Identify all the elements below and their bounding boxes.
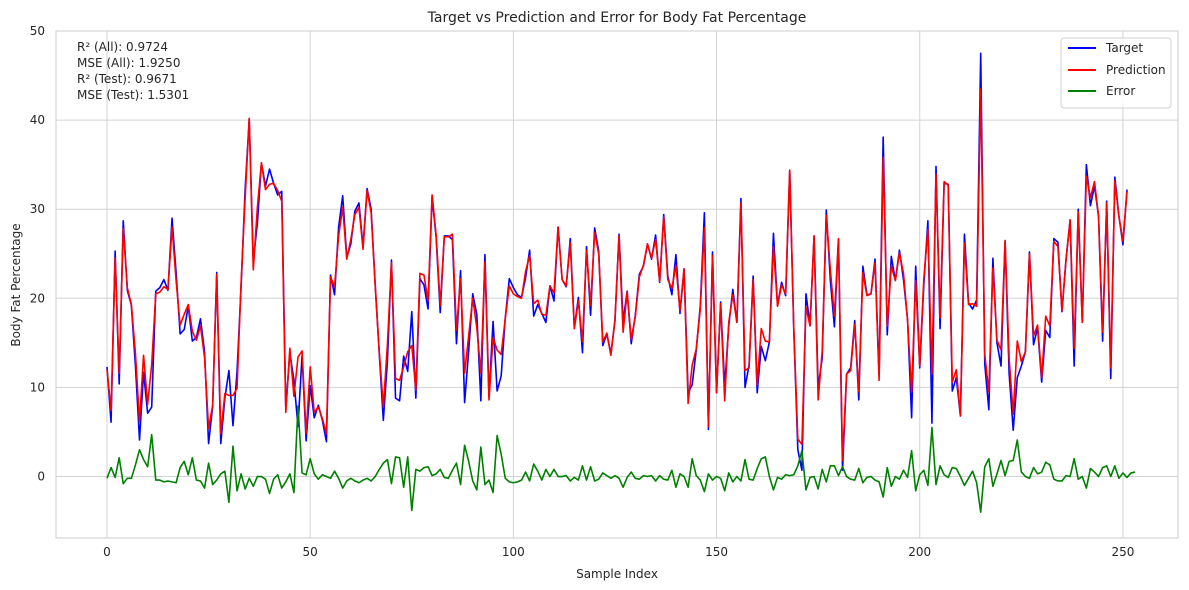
- y-tick-label: 40: [30, 113, 45, 127]
- y-tick-label: 30: [30, 202, 45, 216]
- stats-box: R² (All): 0.9724 MSE (All): 1.9250 R² (T…: [77, 40, 189, 102]
- y-tick-label: 10: [30, 380, 45, 394]
- x-tick-label: 0: [103, 545, 111, 559]
- y-axis-label: Body Fat Percentage: [9, 223, 23, 346]
- stat-mse-test: MSE (Test): 1.5301: [77, 88, 189, 102]
- x-tick-label: 250: [1111, 545, 1134, 559]
- legend-label-prediction: Prediction: [1106, 63, 1166, 77]
- stat-r2-all: R² (All): 0.9724: [77, 40, 168, 54]
- x-tick-label: 150: [705, 545, 728, 559]
- x-tick-label: 100: [502, 545, 525, 559]
- legend-label-error: Error: [1106, 84, 1135, 98]
- legend-label-target: Target: [1105, 41, 1143, 55]
- y-tick-label: 0: [37, 470, 45, 484]
- tick-labels: 0 50 100 150 200 250 0 10 20 30 40 50: [30, 24, 1135, 559]
- chart-title: Target vs Prediction and Error for Body …: [427, 10, 807, 26]
- plot-area-frame: [55, 30, 1179, 539]
- series-lines: [106, 52, 1136, 513]
- stat-r2-test: R² (Test): 0.9671: [77, 72, 177, 86]
- legend: Target Prediction Error: [1060, 37, 1172, 109]
- x-tick-label: 200: [908, 545, 931, 559]
- y-tick-label: 50: [30, 24, 45, 38]
- y-tick-label: 20: [30, 291, 45, 305]
- series-line-error: [106, 405, 1136, 513]
- series-line-prediction: [106, 88, 1128, 462]
- x-axis-label: Sample Index: [576, 567, 658, 581]
- x-tick-label: 50: [303, 545, 318, 559]
- stat-mse-all: MSE (All): 1.9250: [77, 56, 180, 70]
